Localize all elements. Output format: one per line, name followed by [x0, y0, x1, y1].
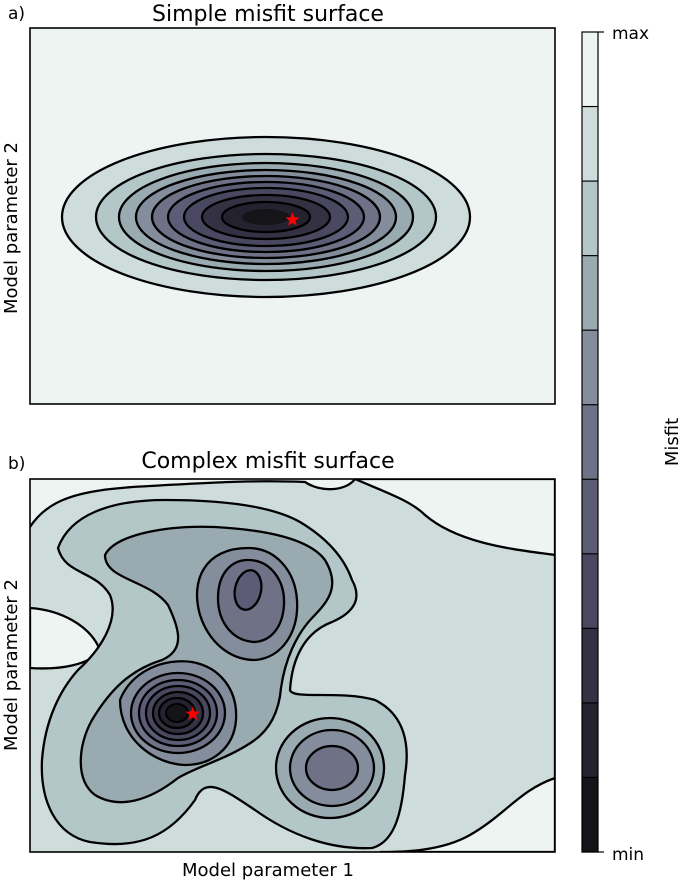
panel-b-ylabel: Model parameter 2: [1, 579, 22, 751]
colorbar-band: [582, 777, 598, 853]
colorbar-band: [582, 330, 598, 406]
panel-b: b) Complex misfit surface Model paramete…: [1, 449, 556, 881]
panel-b-title: Complex misfit surface: [141, 449, 394, 474]
panel-b-minimum-star: [185, 706, 200, 721]
colorbar-band: [582, 553, 598, 629]
contour-b-level-6-upper: [233, 569, 263, 611]
colorbar: max min Misfit: [581, 24, 683, 865]
contour-b-rim-1: [354, 479, 555, 557]
contour-level-10: [242, 209, 290, 225]
colorbar-bands: [582, 32, 598, 853]
colorbar-band: [582, 479, 598, 555]
panel-b-label: b): [8, 454, 25, 474]
colorbar-band: [582, 702, 598, 779]
colorbar-label: Misfit: [662, 418, 683, 466]
colorbar-frame: [581, 31, 599, 853]
contour-b-level-6-basin: [304, 744, 360, 792]
colorbar-tick-label-min: min: [612, 845, 644, 865]
colorbar-band: [582, 181, 598, 257]
panel-a: a) Simple misfit surface Model parameter…: [1, 2, 556, 405]
panel-a-contours: [30, 28, 555, 404]
panel-a-label: a): [8, 4, 25, 24]
panel-a-frame: [29, 27, 556, 405]
panel-b-xlabel: Model parameter 1: [182, 860, 354, 881]
colorbar-band: [582, 32, 598, 108]
panel-a-title: Simple misfit surface: [152, 2, 384, 27]
panel-b-contours: [30, 479, 555, 852]
colorbar-band: [582, 106, 598, 182]
colorbar-tick-label-max: max: [612, 24, 649, 44]
colorbar-band: [582, 255, 598, 331]
contour-b-level-10-lower: [165, 703, 189, 723]
panel-b-frame: [29, 478, 556, 853]
colorbar-band: [582, 404, 598, 480]
panel-a-ylabel: Model parameter 2: [1, 142, 22, 314]
colorbar-band: [582, 628, 598, 704]
panel-a-minimum-star: [285, 212, 300, 226]
